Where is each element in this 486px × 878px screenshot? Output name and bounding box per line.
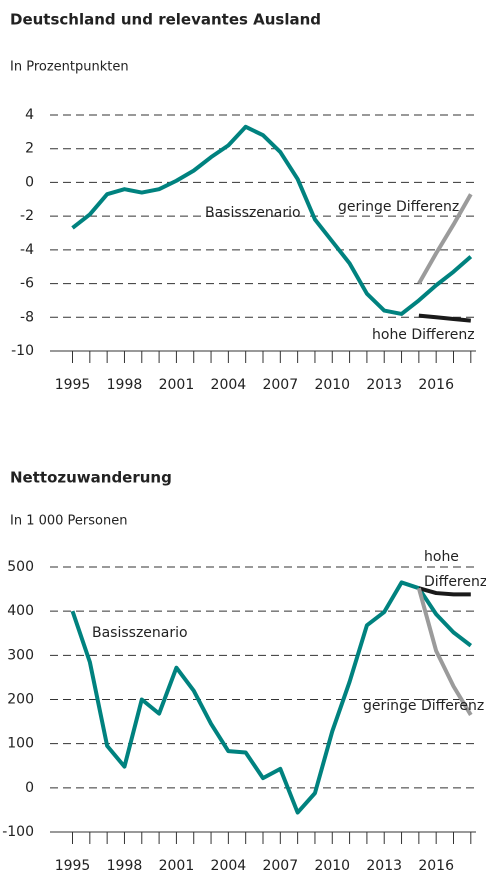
- annotation: geringe Differenz: [338, 199, 459, 215]
- chart-subtitle: In 1 000 Personen: [10, 514, 127, 529]
- y-tick-label: 200: [7, 692, 34, 708]
- data-line: [417, 193, 473, 285]
- annotation: Differenz: [424, 574, 486, 590]
- chart-subtitle: In Prozentpunkten: [10, 60, 129, 75]
- annotation: hohe: [424, 549, 459, 565]
- x-tick-label: 1998: [107, 858, 143, 874]
- x-tick-label: 2007: [262, 377, 298, 393]
- y-tick-label: -8: [20, 309, 34, 325]
- annotation: Basisszenario: [205, 205, 301, 221]
- data-line: [70, 580, 473, 815]
- y-tick-label: -10: [11, 343, 34, 359]
- y-tick-label: 400: [7, 603, 34, 619]
- data-line: [418, 313, 471, 323]
- y-tick-label: 4: [25, 107, 34, 123]
- annotation: Basisszenario: [92, 625, 188, 641]
- chart-title: Nettozuwanderung: [10, 469, 172, 487]
- x-tick-label: 2013: [366, 858, 402, 874]
- data-line: [416, 587, 473, 716]
- y-tick-label: -6: [20, 276, 34, 292]
- x-tick-label: 2013: [366, 377, 402, 393]
- chart-title: Deutschland und relevantes Ausland: [10, 11, 321, 29]
- y-tick-label: 100: [7, 736, 34, 752]
- y-tick-label: 2: [25, 141, 34, 157]
- x-tick-label: 2010: [314, 377, 350, 393]
- y-tick-label: -100: [2, 824, 34, 840]
- x-tick-label: 2010: [314, 858, 350, 874]
- x-tick-label: 2004: [211, 858, 247, 874]
- y-tick-label: -2: [20, 208, 34, 224]
- y-tick-label: 0: [25, 174, 34, 190]
- x-tick-label: 2016: [418, 858, 454, 874]
- y-tick-label: 0: [25, 780, 34, 796]
- x-tick-label: 1998: [107, 377, 143, 393]
- x-tick-label: 1995: [55, 377, 91, 393]
- y-tick-label: 500: [7, 559, 34, 575]
- x-tick-label: 2007: [262, 858, 298, 874]
- x-tick-label: 1995: [55, 858, 91, 874]
- x-tick-label: 2004: [211, 377, 247, 393]
- y-tick-label: -4: [20, 242, 34, 258]
- data-line: [418, 586, 471, 597]
- x-tick-label: 2016: [418, 377, 454, 393]
- data-line: [71, 124, 473, 316]
- y-tick-label: 300: [7, 647, 34, 663]
- annotation: geringe Differenz: [363, 698, 484, 714]
- x-tick-label: 2001: [159, 377, 195, 393]
- x-tick-label: 2001: [159, 858, 195, 874]
- annotation: hohe Differenz: [372, 327, 475, 343]
